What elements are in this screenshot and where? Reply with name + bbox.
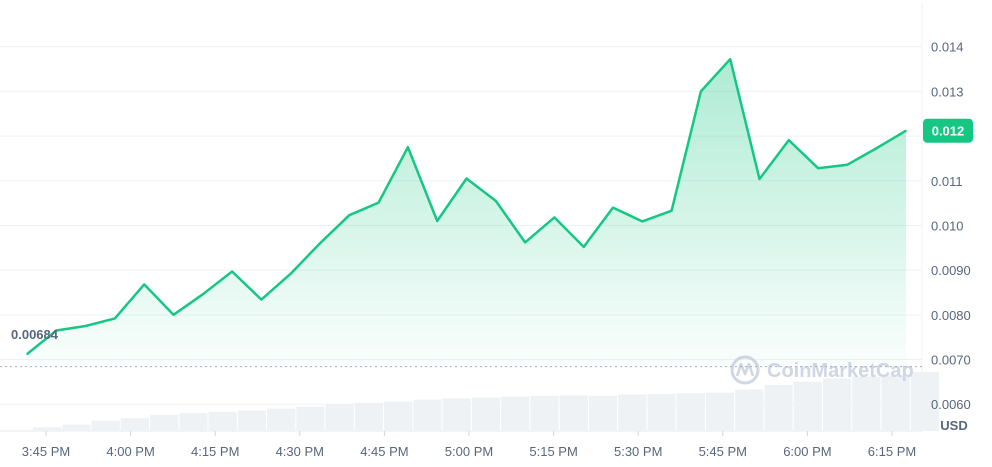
y-tick-label: 0.011 <box>931 174 963 189</box>
x-tick-label: 5:15 PM <box>529 444 577 459</box>
open-price-label: 0.00684 <box>11 327 59 342</box>
y-axis: 0.014 0.013 0.012 0.011 0.010 0.0090 0.0080 0.0… <box>931 40 971 413</box>
price-point <box>582 246 585 248</box>
x-tick-label: 3:45 PM <box>22 444 70 459</box>
price-point <box>641 220 644 223</box>
volume-bar <box>120 418 150 431</box>
volume-bar <box>910 372 939 431</box>
volume-bar <box>33 427 62 431</box>
volume-bar <box>822 378 852 431</box>
volume-bar <box>325 404 354 431</box>
price-point <box>143 283 145 286</box>
y-tick-label: 0.0070 <box>931 353 971 368</box>
x-tick-label: 5:45 PM <box>699 444 747 459</box>
y-tick-label: 0.0080 <box>931 308 971 323</box>
price-point <box>348 214 351 216</box>
volume-bar <box>150 415 179 431</box>
x-axis: 3:45 PM 4:00 PM 4:15 PM 4:30 PM 4:45 PM 5:00 … <box>22 431 916 459</box>
volume-bar <box>764 384 793 431</box>
volume-bars <box>33 372 939 431</box>
volume-bar <box>647 393 676 431</box>
volume-bar <box>530 395 559 431</box>
volume-bar <box>91 420 120 431</box>
volume-bar <box>62 424 91 431</box>
price-point <box>846 163 849 166</box>
volume-bar <box>471 397 501 431</box>
volume-bar <box>354 402 384 431</box>
volume-bar <box>559 395 588 431</box>
x-tick-label: 4:00 PM <box>106 444 154 459</box>
volume-bar <box>793 381 822 431</box>
price-point <box>729 58 731 60</box>
price-point <box>670 209 673 212</box>
current-price-label: 0.012 <box>932 124 965 139</box>
price-point <box>202 293 204 296</box>
price-point <box>905 129 907 132</box>
x-tick-label: 5:00 PM <box>445 444 493 459</box>
currency-unit-label: USD <box>940 418 967 433</box>
volume-bar <box>852 376 881 431</box>
volume-bar <box>501 396 530 431</box>
price-point <box>758 178 761 180</box>
volume-bar <box>618 394 647 431</box>
price-point <box>55 329 58 332</box>
price-point <box>319 242 321 245</box>
price-point <box>436 220 439 222</box>
current-price-badge: 0.012 <box>923 118 973 143</box>
volume-bar <box>705 392 735 431</box>
y-tick-label: 0.010 <box>931 218 964 233</box>
price-area-fill <box>27 59 906 367</box>
volume-bar <box>267 408 296 431</box>
volume-bar <box>735 389 764 431</box>
price-point <box>817 167 819 170</box>
price-point <box>289 272 292 275</box>
volume-bar <box>588 395 618 431</box>
x-tick-label: 6:15 PM <box>868 444 916 459</box>
price-point <box>495 200 497 202</box>
price-point <box>788 139 790 141</box>
price-point <box>524 241 526 244</box>
price-point <box>172 314 175 316</box>
volume-bar <box>296 406 325 431</box>
price-point <box>114 317 116 320</box>
volume-bar <box>384 401 413 431</box>
volume-bar <box>676 393 705 431</box>
price-point <box>553 216 556 219</box>
price-point <box>231 270 233 273</box>
volume-bar <box>413 399 442 431</box>
y-tick-label: 0.0090 <box>931 263 971 278</box>
volume-bar <box>442 398 471 431</box>
price-point <box>377 201 380 204</box>
y-tick-label: 0.013 <box>931 84 964 99</box>
price-point <box>260 298 263 301</box>
price-point <box>465 177 468 180</box>
volume-bar <box>179 413 208 431</box>
price-point <box>84 325 87 327</box>
price-point <box>26 353 28 355</box>
price-point <box>612 206 614 209</box>
price-point <box>407 146 409 149</box>
price-point <box>700 90 702 93</box>
volume-bar <box>237 410 267 431</box>
y-tick-label: 0.0060 <box>931 397 971 412</box>
volume-bar <box>881 375 910 431</box>
price-points <box>26 58 907 355</box>
price-point <box>875 147 878 149</box>
x-tick-label: 4:15 PM <box>191 444 239 459</box>
y-tick-label: 0.014 <box>931 40 964 55</box>
x-tick-label: 6:00 PM <box>783 444 831 459</box>
volume-bar <box>208 411 237 431</box>
x-tick-label: 4:45 PM <box>360 444 408 459</box>
x-tick-label: 4:30 PM <box>276 444 324 459</box>
x-tick-label: 5:30 PM <box>614 444 662 459</box>
